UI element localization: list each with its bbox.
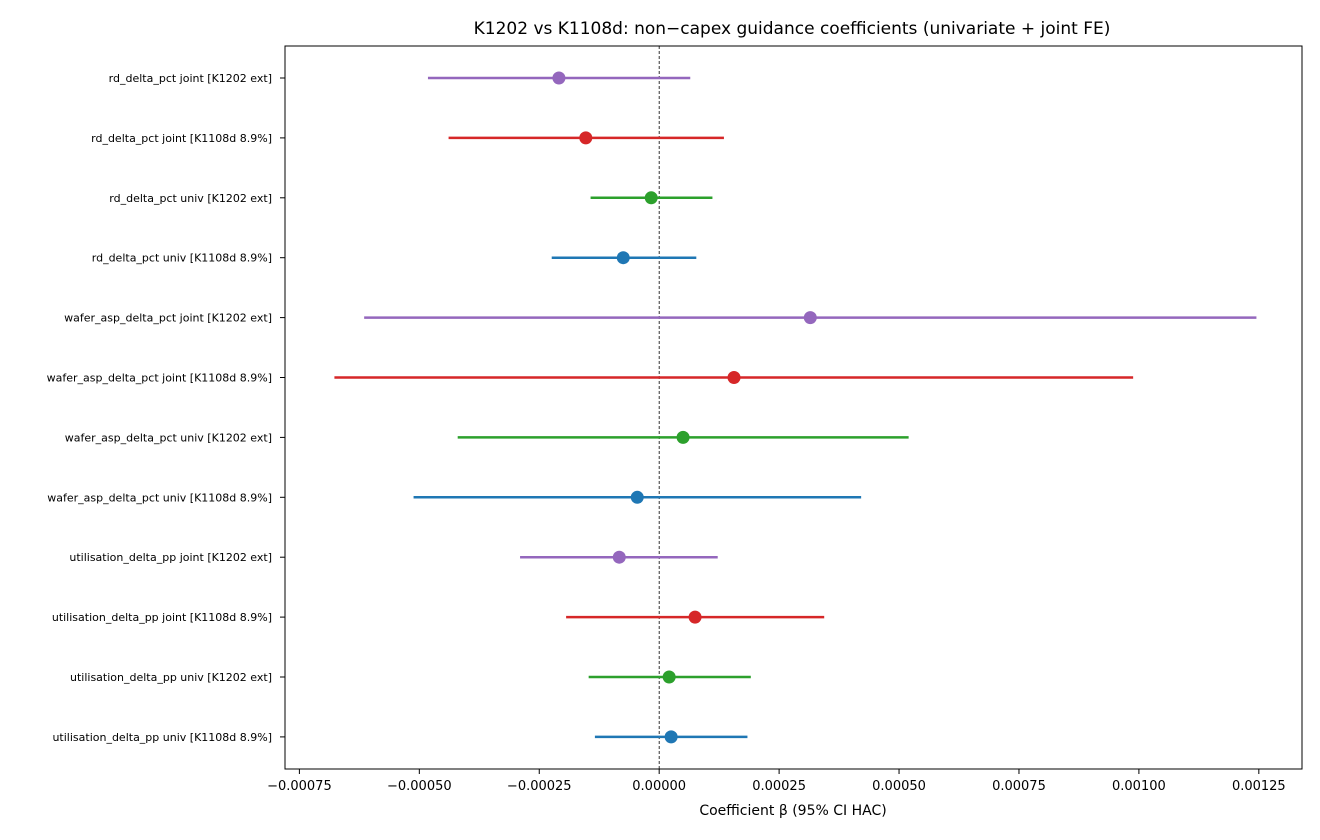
y-tick-label: wafer_asp_delta_pct univ [K1108d 8.9%]	[47, 491, 272, 504]
x-tick-label: 0.00075	[992, 779, 1046, 794]
coefficient-point	[630, 490, 644, 504]
y-tick-label: rd_delta_pct joint [K1202 ext]	[109, 72, 272, 85]
rows-layer	[334, 71, 1257, 744]
x-tick-label: −0.00025	[507, 779, 572, 794]
coefficient-point	[688, 610, 702, 624]
x-tick-label: −0.00075	[267, 779, 332, 794]
y-tick-label: rd_delta_pct univ [K1108d 8.9%]	[92, 252, 272, 265]
x-tick-label: 0.00100	[1112, 779, 1166, 794]
coefficient-point	[727, 371, 741, 384]
coefficient-point	[803, 311, 817, 325]
y-tick-label: wafer_asp_delta_pct joint [K1202 ext]	[64, 312, 272, 325]
coefficient-point	[616, 251, 630, 265]
y-tick-label: wafer_asp_delta_pct joint [K1108d 8.9%]	[47, 372, 272, 385]
y-axis: rd_delta_pct joint [K1202 ext] rd_delta_p…	[47, 72, 285, 744]
x-tick-label: 0.00125	[1232, 779, 1286, 794]
y-tick-label: wafer_asp_delta_pct univ [K1202 ext]	[65, 431, 272, 444]
y-tick-label: rd_delta_pct univ [K1202 ext]	[109, 192, 272, 205]
x-tick-label: 0.00025	[752, 779, 806, 794]
coefficient-point	[676, 430, 690, 444]
x-axis-label: Coefficient β (95% CI HAC)	[699, 803, 886, 819]
plot-area-frame	[284, 45, 1303, 770]
y-tick-label: utilisation_delta_pp joint [K1202 ext]	[69, 551, 272, 564]
coefficient-point	[662, 670, 676, 684]
chart-title: K1202 vs K1108d: non−capex guidance coef…	[474, 19, 1111, 39]
coefficient-point	[612, 550, 626, 564]
coefficient-point	[644, 191, 658, 205]
coefficient-point	[552, 71, 566, 85]
y-tick-label: utilisation_delta_pp univ [K1202 ext]	[70, 671, 272, 684]
y-tick-label: rd_delta_pct joint [K1108d 8.9%]	[91, 132, 272, 145]
y-tick-label: utilisation_delta_pp univ [K1108d 8.9%]	[52, 731, 272, 744]
x-tick-label: −0.00050	[387, 779, 452, 794]
y-tick-label: utilisation_delta_pp joint [K1108d 8.9%]	[52, 611, 272, 624]
x-tick-label: 0.00050	[872, 779, 926, 794]
x-axis: −0.00075 −0.00050 −0.00025 0.00000 0.00025 0.…	[267, 769, 1286, 794]
x-tick-label: 0.00000	[632, 779, 686, 794]
coefficient-point	[579, 131, 593, 145]
coefficient-point	[664, 730, 678, 744]
